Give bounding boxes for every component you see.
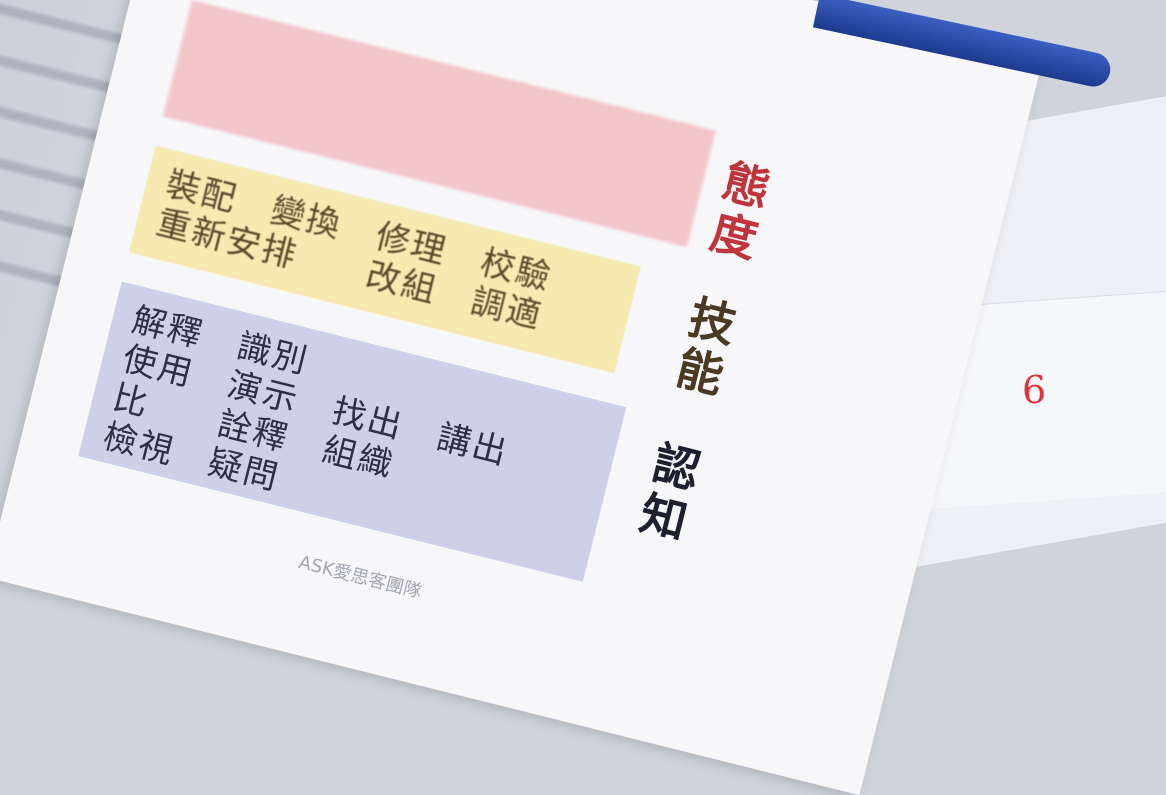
cognition-label: 認知 (634, 435, 706, 550)
page-number: 6 (1022, 368, 1047, 412)
skill-label: 技能 (671, 289, 742, 404)
footer: ASK愛思客團隊 (296, 552, 424, 603)
attitude-label: 態度 (705, 153, 776, 268)
worksheet: 態度 裝配 變換 修理 校驗 重新安排 改組 調適 技能 解釋 識別 使用 演示… (0, 0, 1044, 795)
